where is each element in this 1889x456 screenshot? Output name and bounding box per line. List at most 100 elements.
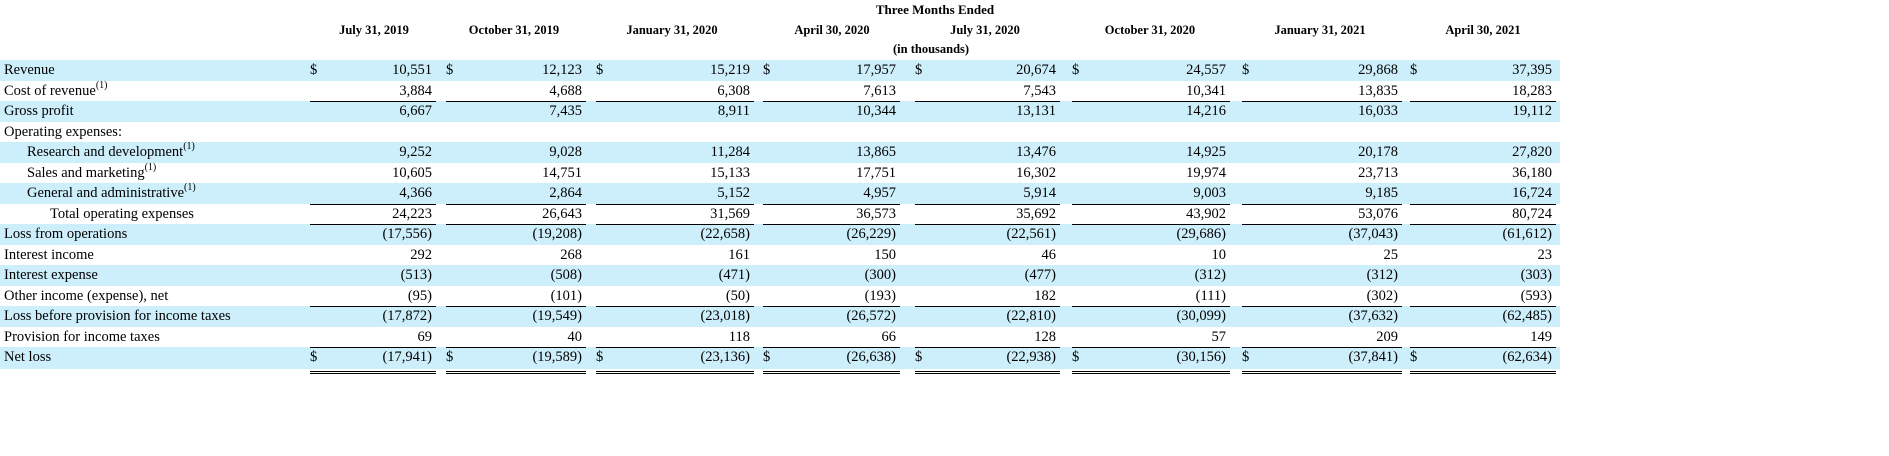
cell-value: (17,872) bbox=[382, 308, 432, 324]
column-header: October 31, 2020 bbox=[1104, 23, 1196, 37]
subtotal-rule bbox=[446, 101, 586, 102]
cell-value: 13,835 bbox=[1358, 82, 1398, 99]
cell-value: 15,133 bbox=[710, 164, 750, 181]
cell-value: (95) bbox=[407, 287, 432, 304]
cell-value: 12,123 bbox=[542, 62, 582, 78]
currency-symbol: $ bbox=[1410, 349, 1418, 365]
currency-symbol: $ bbox=[915, 62, 923, 78]
table-row: Sales and marketing(1) 10,605 14,751 15,133… bbox=[0, 162, 1560, 184]
cell-value: (593) bbox=[1520, 287, 1552, 304]
cell-value: 37,395 bbox=[1512, 62, 1552, 78]
row-label: General and administrative(1) bbox=[27, 183, 196, 203]
table-row: Revenue $10,551 $12,123 $15,219 $17,957 $20,6… bbox=[0, 60, 1560, 81]
cell-value: 9,003 bbox=[1193, 185, 1226, 201]
row-label: Net loss bbox=[4, 347, 51, 367]
subtotal-rule bbox=[310, 101, 436, 102]
cell-value: 16,302 bbox=[1016, 164, 1056, 181]
cell-value: 17,957 bbox=[856, 62, 896, 78]
cell-value: (37,841) bbox=[1348, 349, 1398, 365]
cell-value: (37,632) bbox=[1348, 308, 1398, 324]
cell-value: (508) bbox=[550, 267, 582, 283]
subtotal-rule bbox=[1410, 224, 1556, 225]
cell-value: 35,692 bbox=[1016, 205, 1056, 222]
row-label-text: Loss before provision for income taxes bbox=[4, 308, 231, 324]
cell-value: 19,974 bbox=[1186, 164, 1226, 181]
cell-value: (37,043) bbox=[1348, 226, 1398, 242]
income-statement-table: Three Months Ended July 31, 2019 October … bbox=[0, 2, 1560, 374]
footnote-marker: (1) bbox=[183, 141, 195, 152]
subtotal-rule bbox=[310, 347, 436, 348]
column-header: January 31, 2021 bbox=[1274, 23, 1366, 37]
subtotal-rule bbox=[446, 224, 586, 225]
cell-value: 43,902 bbox=[1186, 205, 1226, 222]
total-double-rule bbox=[596, 371, 754, 374]
subtotal-rule bbox=[763, 101, 900, 102]
subtotal-rule bbox=[1410, 347, 1556, 348]
cell-value: (302) bbox=[1366, 287, 1398, 304]
row-label: Gross profit bbox=[4, 101, 74, 121]
table-row: Operating expenses: bbox=[0, 122, 1560, 143]
column-header: January 31, 2020 bbox=[626, 23, 718, 37]
cell-value: (193) bbox=[864, 287, 896, 304]
cell-value: 18,283 bbox=[1512, 82, 1552, 99]
subtotal-rule bbox=[596, 347, 754, 348]
row-label: Research and development(1) bbox=[27, 142, 195, 162]
cell-value: (300) bbox=[864, 267, 896, 283]
row-label-text: Revenue bbox=[4, 62, 55, 78]
column-header: October 31, 2019 bbox=[468, 23, 560, 37]
column-header: July 31, 2020 bbox=[950, 23, 1020, 37]
cell-value: 29,868 bbox=[1358, 62, 1398, 78]
subtotal-rule bbox=[763, 224, 900, 225]
cell-value: 66 bbox=[881, 328, 897, 345]
subtotal-rule bbox=[1072, 101, 1230, 102]
table-row: Provision for income taxes 69 40 118 66 128 57… bbox=[0, 327, 1560, 348]
cell-value: (62,634) bbox=[1502, 349, 1552, 365]
row-label-text: Research and development bbox=[27, 144, 184, 160]
cell-value: 292 bbox=[410, 246, 432, 263]
row-label-text: Total operating expenses bbox=[50, 205, 194, 222]
cell-value: 23,713 bbox=[1358, 164, 1398, 181]
cell-value: (62,485) bbox=[1502, 308, 1552, 324]
cell-value: (26,638) bbox=[846, 349, 896, 365]
row-label-text: General and administrative bbox=[27, 185, 185, 201]
cell-value: 20,674 bbox=[1016, 62, 1056, 78]
table-row: Gross profit 6,667 7,435 8,911 10,344 13,131 1… bbox=[0, 101, 1560, 122]
currency-symbol: $ bbox=[596, 349, 604, 365]
cell-value: (23,018) bbox=[700, 308, 750, 324]
cell-value: 17,751 bbox=[856, 164, 896, 181]
currency-symbol: $ bbox=[1072, 62, 1080, 78]
cell-value: 150 bbox=[874, 246, 896, 263]
currency-symbol: $ bbox=[446, 62, 454, 78]
unit-note: (in thousands) bbox=[893, 42, 970, 56]
currency-symbol: $ bbox=[1072, 349, 1080, 365]
cell-value: 10,551 bbox=[392, 62, 432, 78]
column-header-row: July 31, 2019 October 31, 2019 January 31,… bbox=[0, 20, 1560, 40]
subtotal-rule bbox=[763, 203, 900, 205]
cell-value: 5,914 bbox=[1023, 185, 1056, 201]
cell-value: 15,219 bbox=[710, 62, 750, 78]
table-row: Loss before provision for income taxes (1… bbox=[0, 306, 1560, 327]
currency-symbol: $ bbox=[915, 349, 923, 365]
cell-value: (477) bbox=[1024, 267, 1056, 283]
cell-value: 7,613 bbox=[863, 82, 896, 99]
cell-value: 8,911 bbox=[717, 103, 750, 119]
row-label-text: Interest expense bbox=[4, 267, 98, 283]
cell-value: 4,688 bbox=[549, 82, 582, 99]
subtotal-rule bbox=[1072, 347, 1230, 348]
cell-value: (22,938) bbox=[1006, 349, 1056, 365]
row-label: Total operating expenses bbox=[50, 204, 194, 224]
table-row: Cost of revenue(1) 3,884 4,688 6,308 7,613 7,… bbox=[0, 80, 1560, 102]
cell-value: 46 bbox=[1041, 246, 1057, 263]
cell-value: (50) bbox=[725, 287, 750, 304]
subtotal-rule bbox=[1072, 203, 1230, 205]
cell-value: 14,216 bbox=[1186, 103, 1226, 119]
column-header: April 30, 2021 bbox=[1445, 23, 1521, 37]
subtotal-rule bbox=[446, 203, 586, 205]
cell-value: (22,810) bbox=[1006, 308, 1056, 324]
cell-value: 16,033 bbox=[1358, 103, 1398, 119]
cell-value: 25 bbox=[1383, 246, 1399, 263]
subtotal-rule bbox=[915, 101, 1060, 102]
currency-symbol: $ bbox=[763, 62, 771, 78]
cell-value: 27,820 bbox=[1512, 144, 1552, 160]
subtotal-rule bbox=[915, 306, 1060, 307]
